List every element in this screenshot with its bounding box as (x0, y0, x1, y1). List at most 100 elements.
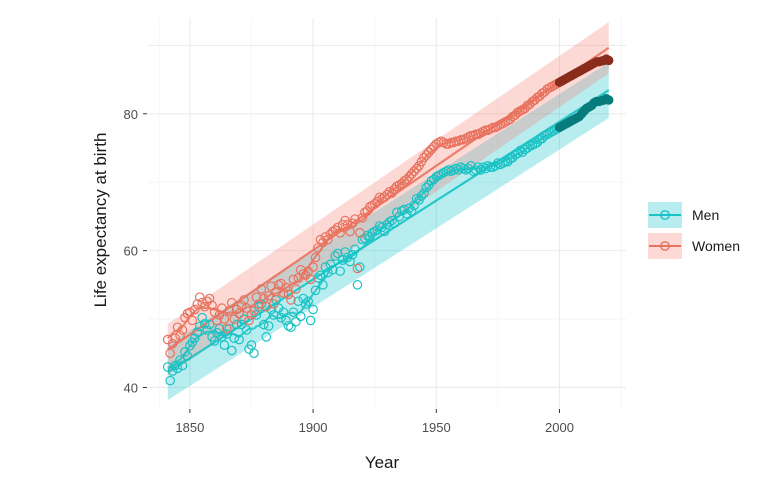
y-axis-title: Life expectancy at birth (91, 133, 110, 308)
data-point-women (364, 202, 375, 212)
data-point-women (330, 225, 341, 235)
x-axis-title: Year (365, 453, 400, 472)
data-point-women (433, 137, 444, 148)
data-point-men (347, 249, 358, 260)
data-point-men (332, 248, 343, 259)
data-point-women (219, 314, 230, 324)
data-point-men (177, 360, 188, 371)
data-point-men (493, 158, 503, 168)
data-point-women (498, 118, 508, 129)
data-point-men (335, 266, 345, 276)
data-point-men (539, 130, 550, 141)
data-point-women (465, 130, 476, 141)
data-point-men (438, 167, 449, 178)
data-point-men (446, 166, 456, 177)
data-point-women (392, 181, 402, 192)
data-point-women (278, 288, 289, 298)
data-point-men (527, 140, 538, 151)
data-point-women (473, 129, 483, 140)
data-point-men (478, 162, 488, 172)
data-point-men (283, 321, 294, 331)
data-point-women (438, 137, 449, 148)
data-point-men (310, 285, 321, 296)
data-point-women (458, 134, 469, 145)
data-point-men (199, 319, 210, 329)
data-point-women (204, 293, 215, 304)
data-point-women (165, 348, 175, 359)
data-point-men (298, 293, 309, 304)
data-point-women (310, 252, 321, 263)
data-point-women (305, 274, 316, 285)
data-points (162, 54, 614, 386)
data-point-men (330, 251, 341, 261)
data-point-men (327, 264, 338, 275)
data-point-men (379, 226, 390, 237)
data-point-men (406, 206, 417, 216)
data-point-men (165, 375, 175, 386)
data-point-men (374, 221, 385, 231)
data-point-men (456, 162, 466, 172)
data-point-women (426, 144, 437, 155)
data-point-women (495, 119, 506, 130)
data-point-women (244, 315, 254, 326)
data-point-women (542, 84, 552, 94)
data-point-men (236, 319, 247, 330)
data-point-women (379, 192, 390, 203)
data-point-men (241, 325, 252, 335)
data-point-men (192, 327, 203, 337)
data-point-men (500, 156, 511, 167)
data-point-men (441, 166, 451, 177)
data-point-women (170, 333, 180, 344)
data-point-men (352, 280, 363, 290)
data-point-women (229, 314, 240, 324)
data-point-men (303, 296, 313, 307)
data-point-women (446, 137, 456, 148)
data-point-women (369, 199, 380, 209)
data-point-men (229, 333, 240, 344)
data-point-men (480, 163, 491, 174)
data-point-men (522, 143, 533, 153)
data-point-women (283, 289, 294, 300)
data-point-women (409, 166, 419, 177)
data-point-men (369, 226, 380, 237)
data-point-women (342, 219, 353, 230)
data-point-men (473, 162, 483, 172)
data-point-men (182, 351, 193, 361)
data-point-men (325, 259, 336, 270)
data-point-men (234, 334, 244, 345)
data-point-women (266, 281, 276, 292)
data-point-women (318, 237, 328, 248)
data-point-men (401, 208, 412, 219)
data-point-men (291, 316, 301, 327)
data-point-women (315, 234, 326, 245)
data-point-men (259, 319, 269, 330)
y-tick-label: 80 (124, 107, 138, 122)
data-point-men (453, 165, 464, 175)
data-point-women (291, 284, 301, 294)
data-point-women (493, 121, 503, 131)
data-point-women (515, 106, 525, 116)
data-point-women (500, 117, 511, 127)
data-point-men (224, 323, 235, 334)
data-point-men (261, 332, 272, 342)
data-point-women (207, 300, 217, 311)
data-point-men (355, 262, 365, 272)
data-point-men (222, 329, 232, 339)
data-point-women (281, 282, 291, 293)
data-point-women (298, 269, 309, 279)
data-point-men (175, 355, 185, 365)
data-point-men (387, 215, 397, 226)
data-point-men (498, 158, 508, 168)
data-point-men (544, 128, 555, 138)
data-point-women (286, 295, 296, 305)
data-point-men (226, 345, 237, 356)
data-point-women (451, 136, 461, 146)
data-point-men (443, 165, 454, 175)
data-point-women (411, 163, 422, 174)
data-point-women (357, 212, 368, 223)
data-point-men (542, 129, 552, 140)
data-point-men (436, 169, 447, 179)
data-point-women (256, 284, 267, 294)
data-point-men (350, 244, 360, 255)
data-point-women (194, 292, 205, 302)
